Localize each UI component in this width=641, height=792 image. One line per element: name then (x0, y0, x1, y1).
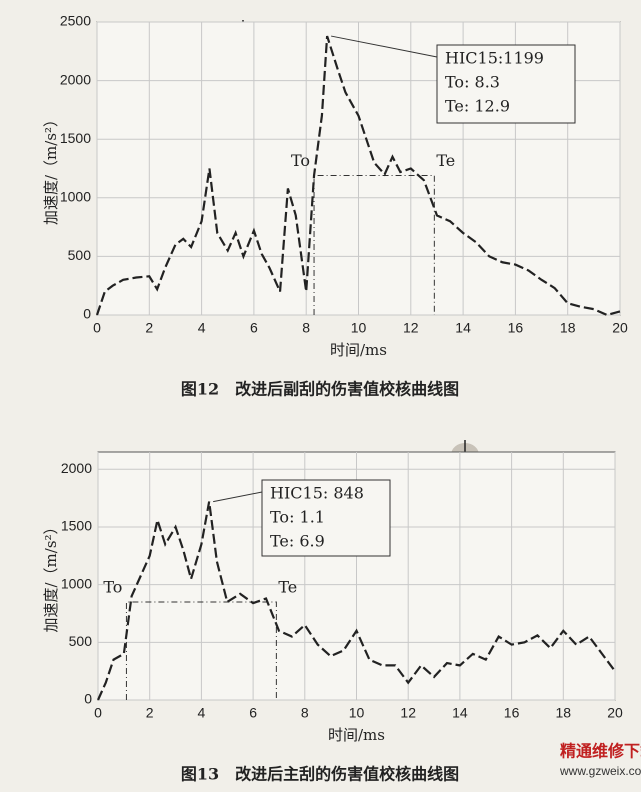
x-axis-label: 时间/ms (328, 726, 385, 744)
data-line (95, 35, 621, 317)
y-axis-label: 加速度/（m/s²） (42, 519, 60, 632)
y-tick-label: 0 (84, 691, 92, 707)
data-line (96, 501, 616, 701)
x-tick-label: 12 (403, 320, 419, 336)
x-tick-label: 14 (455, 320, 471, 336)
x-tick-label: 2 (146, 705, 154, 721)
x-tick-label: 10 (351, 320, 367, 336)
x-tick-label: 6 (249, 705, 257, 721)
y-tick-label: 0 (83, 306, 91, 322)
window-label: To (103, 577, 122, 596)
x-tick-label: 16 (508, 320, 524, 336)
y-tick-label: 1500 (61, 518, 92, 534)
annotation-text: Te: 12.9 (445, 97, 510, 116)
watermark-title: 精通维修下载 (560, 742, 641, 761)
x-tick-label: 4 (198, 705, 206, 721)
x-tick-label: 0 (93, 320, 101, 336)
x-tick-label: 18 (556, 705, 572, 721)
caption: 图12 改进后副刮的伤害值校核曲线图 (181, 380, 459, 399)
callout-line (213, 491, 263, 503)
annotation-text: To: 1.1 (270, 508, 325, 527)
window-label: Te (436, 151, 455, 170)
x-tick-label: 16 (504, 705, 520, 721)
x-tick-label: 6 (250, 320, 258, 336)
x-tick-label: 2 (145, 320, 153, 336)
y-tick-label: 2500 (60, 13, 91, 29)
x-tick-label: 0 (94, 705, 102, 721)
x-tick-label: 14 (452, 705, 468, 721)
x-tick-label: 20 (612, 320, 628, 336)
annotation-text: HIC15:1199 (445, 49, 544, 68)
x-tick-label: 10 (349, 705, 365, 721)
callout-line (331, 35, 438, 58)
y-tick-label: 2000 (60, 71, 91, 87)
x-tick-label: 18 (560, 320, 576, 336)
y-tick-label: 500 (69, 633, 93, 649)
x-tick-label: 8 (302, 320, 310, 336)
caption: 图13 改进后主刮的伤害值校核曲线图 (181, 765, 459, 784)
annotation-text: To: 8.3 (445, 73, 500, 92)
y-tick-label: 1000 (60, 189, 91, 205)
y-tick-label: 2000 (61, 460, 92, 476)
x-tick-label: 20 (607, 705, 623, 721)
annotation-text: HIC15: 848 (270, 484, 364, 503)
watermark-url: www.gzweix.com (559, 764, 641, 778)
window-label: To (291, 151, 310, 170)
x-tick-label: 8 (301, 705, 309, 721)
y-tick-label: 500 (68, 247, 92, 263)
y-tick-label: 1500 (60, 130, 91, 146)
y-tick-label: 1000 (61, 575, 92, 591)
annotation-box (261, 479, 391, 557)
hic-window (125, 601, 277, 700)
x-tick-label: 12 (400, 705, 416, 721)
annotation-text: Te: 6.9 (270, 532, 325, 551)
x-tick-label: 4 (198, 320, 206, 336)
annotation-box (436, 44, 576, 124)
hic-window (313, 175, 435, 315)
window-label: Te (278, 577, 297, 596)
y-axis-label: 加速度/（m/s²） (42, 112, 60, 225)
x-axis-label: 时间/ms (330, 341, 387, 359)
